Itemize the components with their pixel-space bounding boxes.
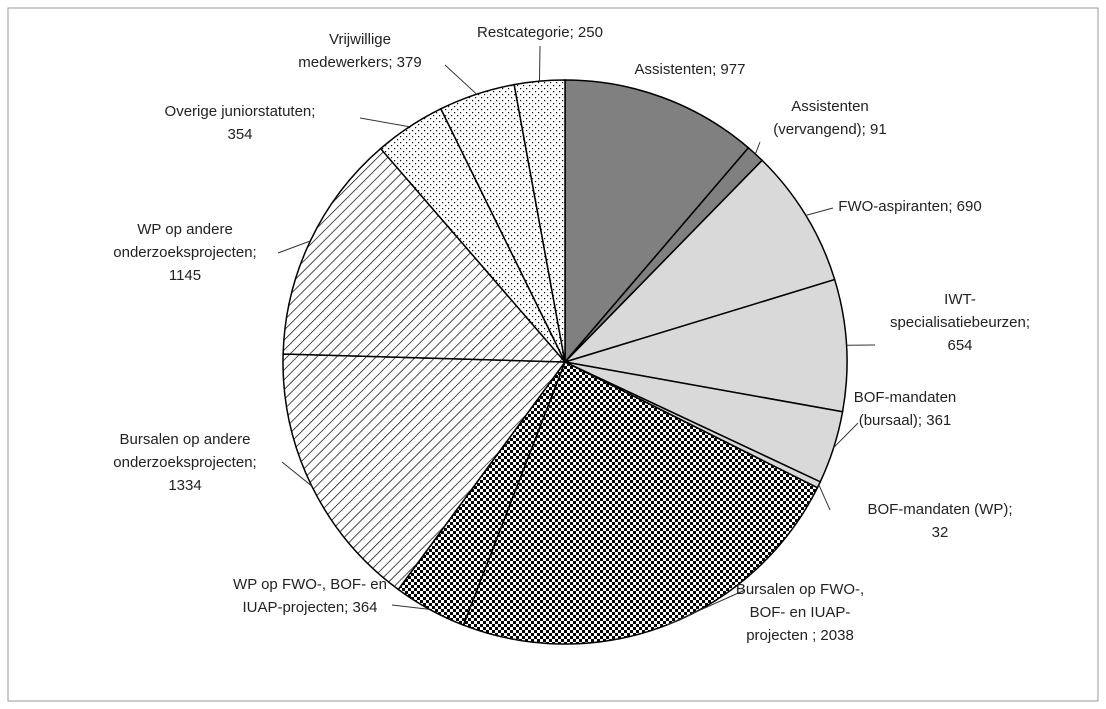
pie-slice [564, 79, 750, 365]
data-label: specialisatiebeurzen; [890, 314, 1030, 331]
pie-slice [282, 353, 567, 591]
data-label: BOF- en IUAP- [750, 604, 851, 621]
data-label: projecten ; 2038 [746, 627, 854, 644]
leader-line [805, 207, 834, 216]
data-label: Assistenten [791, 98, 869, 115]
data-label: IUAP-projecten; 364 [242, 599, 377, 616]
data-label: Bursalen op andere [120, 431, 251, 448]
leader-line [538, 45, 541, 82]
leader-line [666, 589, 746, 626]
leader-line [391, 604, 430, 610]
leader-line [281, 461, 313, 487]
data-label: onderzoeksprojecten; [113, 244, 256, 261]
data-label: (vervangend); 91 [773, 121, 886, 138]
data-label: 32 [932, 524, 949, 541]
data-label: FWO-aspiranten; 690 [838, 198, 981, 215]
data-label: Overige juniorstatuten; [165, 103, 316, 120]
data-label: Vrijwillige [329, 31, 391, 48]
leader-line [818, 484, 831, 511]
data-label: Restcategorie; 250 [477, 24, 603, 41]
data-label: WP op FWO-, BOF- en [233, 576, 387, 593]
pie-slice [513, 79, 566, 363]
leader-line [359, 117, 410, 128]
pie-slice [564, 159, 836, 363]
data-label: 354 [227, 126, 252, 143]
data-label: medewerkers; 379 [298, 54, 421, 71]
leader-line [277, 240, 311, 254]
leader-line [833, 422, 859, 448]
data-label: IWT- [944, 291, 976, 308]
data-label: (bursaal); 361 [859, 412, 952, 429]
leader-line [754, 141, 761, 155]
data-label: 654 [947, 337, 972, 354]
data-label: BOF-mandaten [854, 389, 957, 406]
data-label: 1334 [168, 477, 201, 494]
leader-line [444, 64, 478, 95]
data-label: BOF-mandaten (WP); [867, 501, 1012, 518]
pie-slice [282, 147, 567, 363]
data-label: Bursalen op FWO-, [736, 581, 864, 598]
data-label: onderzoeksprojecten; [113, 454, 256, 471]
data-label: WP op andere [137, 221, 233, 238]
data-label: Assistenten; 977 [635, 61, 746, 78]
data-label: 1145 [169, 267, 201, 284]
